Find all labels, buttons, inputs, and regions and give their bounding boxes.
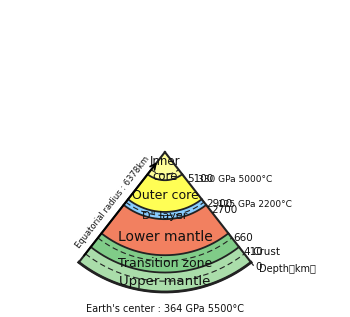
Text: 2900: 2900 bbox=[206, 199, 233, 210]
Text: 410: 410 bbox=[244, 247, 264, 257]
Polygon shape bbox=[102, 205, 229, 255]
Polygon shape bbox=[128, 174, 202, 212]
Polygon shape bbox=[148, 152, 182, 180]
Text: Lower mantle: Lower mantle bbox=[118, 230, 212, 244]
Text: Upper mantle: Upper mantle bbox=[119, 275, 211, 288]
Polygon shape bbox=[91, 233, 239, 273]
Text: Crust: Crust bbox=[252, 247, 280, 256]
Text: 2700: 2700 bbox=[211, 205, 237, 215]
Text: Transition zone: Transition zone bbox=[118, 257, 212, 270]
Text: 5100: 5100 bbox=[187, 174, 213, 184]
Text: 125 GPa 2200°C: 125 GPa 2200°C bbox=[218, 200, 292, 209]
Text: 660: 660 bbox=[233, 234, 253, 243]
Text: 330 GPa 5000°C: 330 GPa 5000°C bbox=[198, 175, 273, 184]
Text: 0: 0 bbox=[256, 262, 262, 272]
Text: Earth's center : 364 GPa 5500°C: Earth's center : 364 GPa 5500°C bbox=[86, 304, 244, 314]
Text: Equatorial radius : 6378km: Equatorial radius : 6378km bbox=[74, 155, 151, 250]
Text: D" layer: D" layer bbox=[142, 210, 188, 221]
Text: Depth（km）: Depth（km） bbox=[259, 264, 316, 274]
Text: Inner
core: Inner core bbox=[149, 155, 180, 184]
Polygon shape bbox=[79, 247, 251, 292]
Text: Outer core: Outer core bbox=[132, 189, 198, 202]
Polygon shape bbox=[124, 199, 206, 219]
